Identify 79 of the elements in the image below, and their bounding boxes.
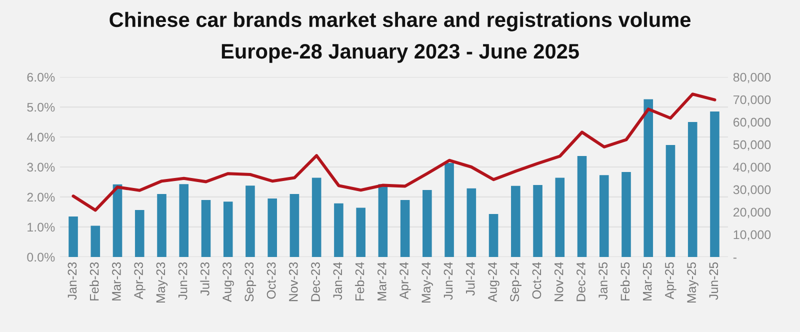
x-tick-label: Sep-24 (510, 262, 522, 302)
bar (622, 172, 631, 257)
bar (312, 178, 322, 257)
y-tick-label: 4.0% (26, 132, 55, 142)
x-tick-label: Sep-23 (244, 262, 256, 302)
chart-subtitle: Europe-28 January 2023 - June 2025 (222, 44, 579, 63)
bar (334, 203, 344, 257)
x-tick-label: Jan-25 (598, 262, 608, 300)
bar (422, 190, 432, 257)
y2-tick-label: 10,000 (734, 230, 771, 241)
x-tick-label: Apr-24 (400, 262, 411, 300)
x-tick-label: Aug-23 (222, 262, 234, 302)
x-tick-label: Jun-24 (444, 262, 453, 300)
x-tick-label: Apr-25 (664, 262, 676, 300)
bar (466, 188, 476, 257)
bar (488, 214, 498, 257)
bar (68, 216, 78, 257)
bar (710, 111, 720, 257)
x-tick-label: Nov-24 (554, 262, 564, 302)
y2-tick-label: 60,000 (733, 118, 771, 128)
bar (179, 184, 189, 257)
bar (444, 162, 454, 257)
x-tick-label: May-24 (422, 262, 434, 302)
y2-tick-label: 80,000 (733, 72, 771, 84)
x-tick-label: Aug-24 (488, 262, 500, 302)
bar (577, 156, 587, 257)
x-tick-label: Feb-23 (90, 262, 99, 300)
bar (246, 186, 255, 257)
bar (533, 184, 542, 257)
bar (223, 202, 233, 257)
y2-tick-label: - (733, 258, 736, 259)
x-tick-label: Feb-24 (354, 262, 364, 300)
x-tick-label: Jan-23 (68, 262, 77, 300)
y2-tick-label: 20,000 (733, 208, 771, 218)
x-tick-label: Feb-25 (620, 262, 630, 300)
x-tick-label: Jan-24 (333, 262, 342, 300)
y-tick-label: 0.0% (27, 252, 55, 262)
x-tick-label: Jun-23 (178, 262, 188, 300)
x-tick-label: Nov-23 (288, 262, 298, 302)
bar (666, 144, 676, 257)
x-tick-label: Jul-24 (466, 262, 475, 296)
bar (555, 178, 565, 257)
bar (511, 186, 520, 257)
y2-tick-label: 70,000 (734, 95, 771, 106)
x-tick-label: Dec-23 (311, 262, 320, 302)
y-tick-label: 2.0% (27, 192, 55, 202)
bar (356, 208, 366, 257)
bar (201, 200, 211, 257)
bar (157, 194, 166, 257)
bar (90, 226, 100, 257)
chart-title: Chinese car brands market share and registrations volume (110, 12, 690, 32)
x-tick-label: Mar-25 (642, 262, 652, 300)
bar (290, 194, 300, 257)
y-tick-label: 5.0% (27, 102, 55, 112)
bar (599, 175, 609, 257)
bar (644, 99, 654, 257)
bar (688, 122, 698, 257)
bar (400, 200, 410, 257)
x-tick-label: Oct-24 (532, 262, 542, 299)
line-series (72, 92, 716, 212)
y-tick-label: 3.0% (27, 162, 55, 172)
y2-tick-label: 40,000 (733, 162, 771, 174)
bar (378, 184, 388, 257)
y-tick-label: 1.0% (28, 222, 55, 232)
y-tick-label: 6.0% (27, 72, 55, 82)
x-tick-label: Apr-23 (134, 262, 146, 300)
x-tick-label: Mar-23 (112, 262, 121, 300)
x-tick-label: Jul-23 (200, 262, 210, 296)
x-tick-label: May-25 (687, 262, 698, 302)
bar (134, 210, 144, 257)
x-tick-label: Mar-24 (377, 262, 386, 300)
x-tick-label: Dec-24 (576, 262, 586, 302)
y2-tick-label: 30,000 (733, 185, 771, 196)
x-tick-label: Oct-23 (266, 262, 276, 299)
x-tick-label: May-23 (156, 262, 168, 302)
bar (268, 198, 277, 257)
x-tick-label: Jun-25 (709, 262, 718, 300)
bar (112, 184, 122, 257)
y2-tick-label: 50,000 (733, 140, 771, 151)
